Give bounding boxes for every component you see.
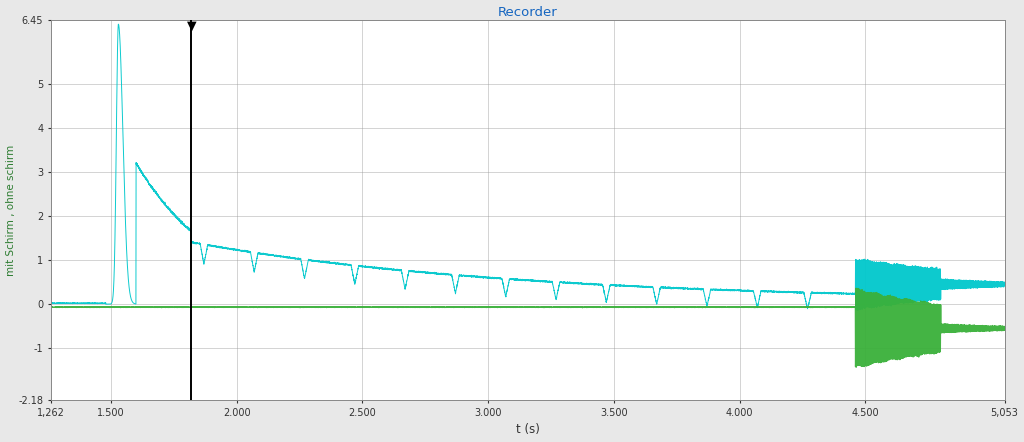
X-axis label: t (s): t (s) <box>516 423 540 436</box>
Y-axis label: mit Schirm , ohne schirm: mit Schirm , ohne schirm <box>5 145 15 276</box>
Text: ▼: ▼ <box>186 20 197 33</box>
Title: Recorder: Recorder <box>498 6 558 19</box>
